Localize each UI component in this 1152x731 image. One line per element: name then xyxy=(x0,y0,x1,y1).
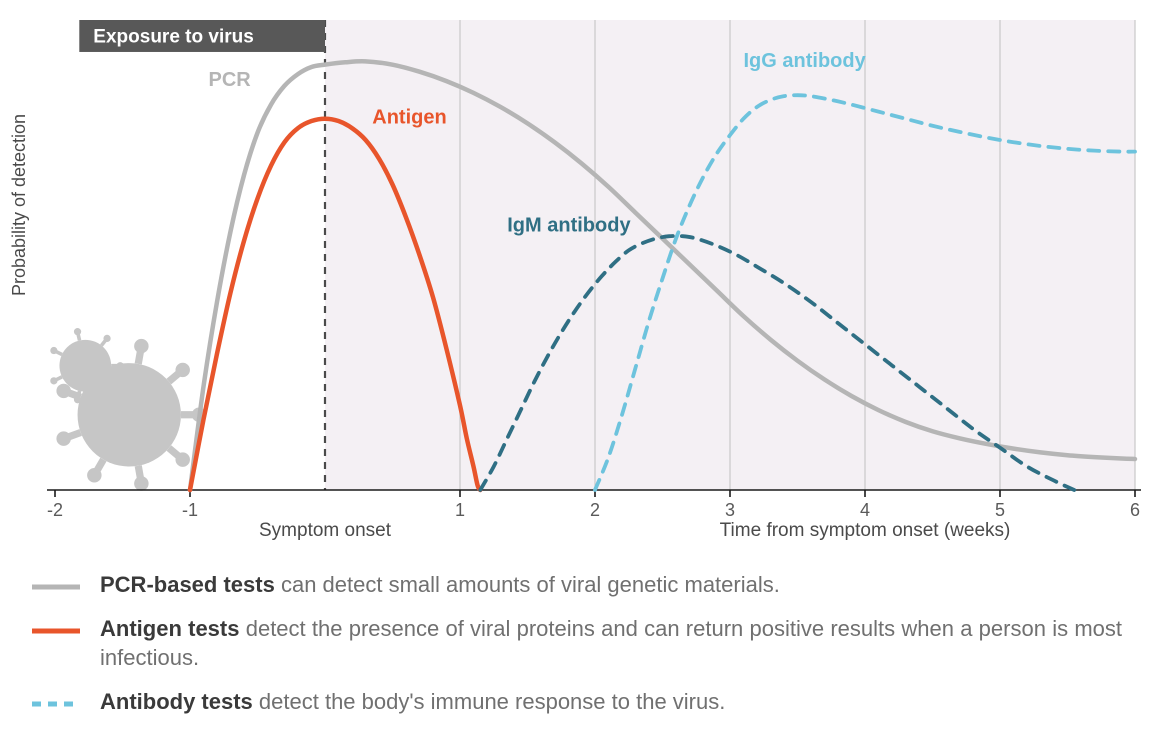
x-tick-label: 2 xyxy=(590,500,600,520)
exposure-banner-label: Exposure to virus xyxy=(93,26,254,47)
igm-label: IgM antibody xyxy=(507,215,631,237)
legend-text: Antigen tests detect the presence of vir… xyxy=(100,614,1122,673)
x-tick-label: 5 xyxy=(995,500,1005,520)
legend-swatch xyxy=(30,620,100,642)
legend-item: Antibody tests detect the body's immune … xyxy=(30,687,1122,717)
x-tick-label: 4 xyxy=(860,500,870,520)
legend-item: Antigen tests detect the presence of vir… xyxy=(30,614,1122,673)
x-tick-label: -1 xyxy=(182,500,198,520)
igg-label: IgG antibody xyxy=(744,50,867,72)
legend-item: PCR-based tests can detect small amounts… xyxy=(30,570,1122,600)
x-tick-label: -2 xyxy=(47,500,63,520)
x-axis-label: Time from symptom onset (weeks) xyxy=(720,520,1011,541)
legend: PCR-based tests can detect small amounts… xyxy=(30,570,1122,731)
legend-swatch xyxy=(30,576,100,598)
pcr-label: PCR xyxy=(209,69,252,91)
y-axis-label: Probability of detection xyxy=(9,114,29,296)
legend-swatch xyxy=(30,693,100,715)
virus-icon xyxy=(50,328,206,491)
symptom-onset-label: Symptom onset xyxy=(259,520,392,541)
legend-text: PCR-based tests can detect small amounts… xyxy=(100,570,1122,600)
detection-probability-chart: Exposure to virus -2 -1 1 2 3 4 5 6 Symptom onset… xyxy=(0,0,1152,560)
x-tick-label: 3 xyxy=(725,500,735,520)
antigen-label: Antigen xyxy=(372,106,446,128)
x-tick-label: 6 xyxy=(1130,500,1140,520)
x-tick-label: 1 xyxy=(455,500,465,520)
legend-text: Antibody tests detect the body's immune … xyxy=(100,687,1122,717)
